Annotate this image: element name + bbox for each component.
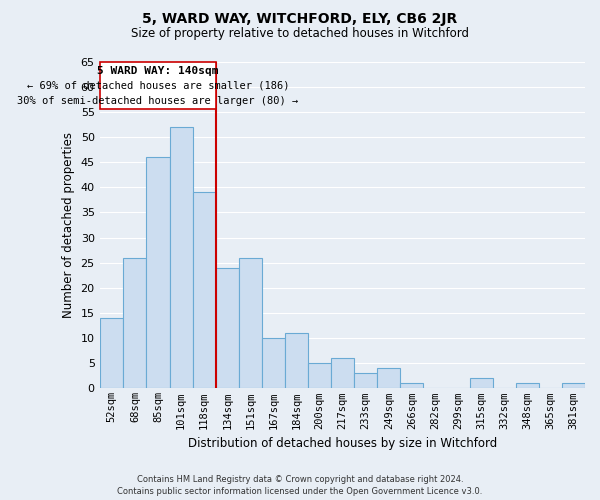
Bar <box>100 318 124 388</box>
Bar <box>262 338 285 388</box>
Text: Contains HM Land Registry data © Crown copyright and database right 2024.
Contai: Contains HM Land Registry data © Crown c… <box>118 474 482 496</box>
Text: 5 WARD WAY: 140sqm: 5 WARD WAY: 140sqm <box>97 66 219 76</box>
Bar <box>331 358 354 388</box>
Bar <box>377 368 400 388</box>
Text: 30% of semi-detached houses are larger (80) →: 30% of semi-detached houses are larger (… <box>17 96 299 106</box>
Bar <box>124 258 146 388</box>
Bar <box>285 333 308 388</box>
Bar <box>239 258 262 388</box>
Bar <box>146 157 170 388</box>
X-axis label: Distribution of detached houses by size in Witchford: Distribution of detached houses by size … <box>188 437 497 450</box>
Bar <box>193 192 215 388</box>
Bar <box>400 384 424 388</box>
FancyBboxPatch shape <box>100 62 215 110</box>
Y-axis label: Number of detached properties: Number of detached properties <box>62 132 75 318</box>
Bar <box>170 127 193 388</box>
Text: Size of property relative to detached houses in Witchford: Size of property relative to detached ho… <box>131 28 469 40</box>
Bar <box>516 384 539 388</box>
Bar <box>470 378 493 388</box>
Text: ← 69% of detached houses are smaller (186): ← 69% of detached houses are smaller (18… <box>27 80 289 90</box>
Text: 5, WARD WAY, WITCHFORD, ELY, CB6 2JR: 5, WARD WAY, WITCHFORD, ELY, CB6 2JR <box>142 12 458 26</box>
Bar <box>354 374 377 388</box>
Bar <box>308 363 331 388</box>
Bar <box>215 268 239 388</box>
Bar <box>562 384 585 388</box>
